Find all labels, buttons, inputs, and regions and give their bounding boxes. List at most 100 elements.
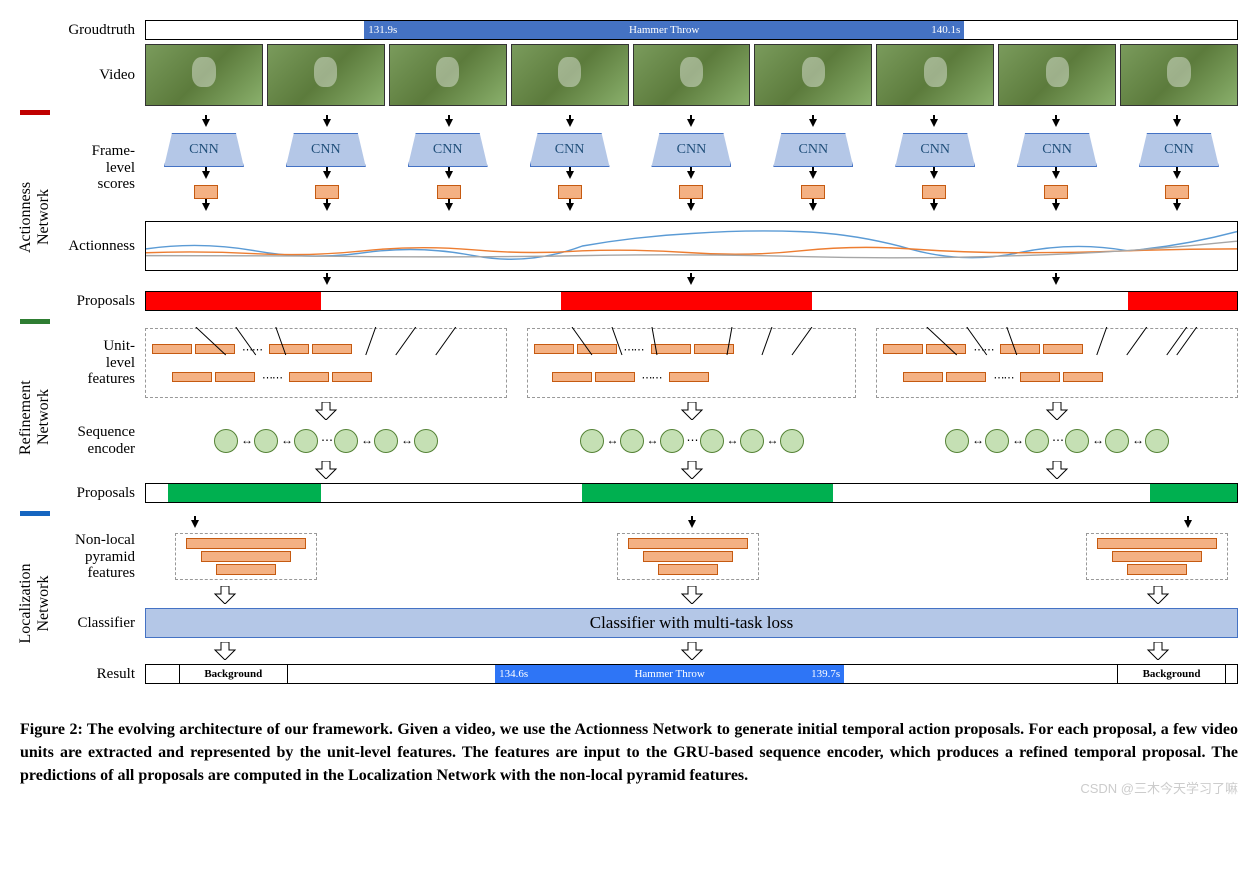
actionness-graph bbox=[145, 221, 1238, 271]
proposal-segment-green bbox=[1150, 484, 1237, 502]
video-label: Video bbox=[50, 66, 145, 84]
score-box bbox=[1044, 185, 1068, 199]
arrow-down-icon bbox=[687, 171, 695, 179]
score-box bbox=[558, 185, 582, 199]
seq-group-1 bbox=[145, 429, 507, 453]
arrow-down-icon bbox=[809, 203, 817, 211]
proposal-segment-green bbox=[582, 484, 833, 502]
arrow-down-icon bbox=[323, 171, 331, 179]
proposal-segment-green bbox=[168, 484, 321, 502]
proposals-green-bar bbox=[145, 483, 1238, 503]
refinement-section-label: RefinementNetwork bbox=[17, 328, 53, 507]
arrow-down-icon bbox=[202, 203, 210, 211]
pyramid-1 bbox=[175, 533, 317, 580]
arrow-down-icon bbox=[1052, 203, 1060, 211]
result-label: Result bbox=[50, 665, 145, 683]
localization-divider bbox=[20, 511, 50, 516]
groundtruth-bar: 131.9s Hammer Throw 140.1s bbox=[145, 20, 1238, 40]
gt-start-time: 131.9s bbox=[368, 24, 397, 36]
video-frame bbox=[267, 44, 385, 106]
arrow-down-icon bbox=[1052, 119, 1060, 127]
arrow-down-icon bbox=[323, 277, 331, 285]
cnn-box: CNN bbox=[408, 133, 488, 167]
result-spacer bbox=[844, 665, 1117, 683]
groundtruth-segment: 131.9s Hammer Throw 140.1s bbox=[364, 21, 964, 39]
arrow-down-icon bbox=[809, 119, 817, 127]
arrow-down-icon bbox=[1173, 203, 1181, 211]
groundtruth-label: Groudtruth bbox=[50, 21, 145, 39]
video-frame bbox=[389, 44, 507, 106]
seq-encoder-label: Sequenceencoder bbox=[50, 424, 145, 457]
unit-group-2: ⋯⋯ ⋯⋯ bbox=[527, 328, 857, 398]
unit-features-label: Unit-levelfeatures bbox=[50, 338, 145, 388]
cnn-box: CNN bbox=[1017, 133, 1097, 167]
arrow-down-icon bbox=[1052, 277, 1060, 285]
arrow-down-icon bbox=[687, 277, 695, 285]
score-box bbox=[315, 185, 339, 199]
arrow-down-icon bbox=[566, 171, 574, 179]
pyramid-2 bbox=[617, 533, 759, 580]
framelevel-label: Frame-levelscores bbox=[50, 143, 145, 193]
arrow-down-icon bbox=[930, 171, 938, 179]
figure-caption: Figure 2: The evolving architecture of o… bbox=[20, 718, 1238, 788]
pyramid-row bbox=[145, 533, 1238, 580]
classifier-box: Classifier with multi-task loss bbox=[145, 608, 1238, 638]
video-frame bbox=[511, 44, 629, 106]
result-bar: Background 134.6sHammer Throw139.7s Backgr… bbox=[145, 664, 1238, 684]
refinement-divider bbox=[20, 319, 50, 324]
watermark: CSDN @三木今天学习了嘛 bbox=[1080, 778, 1238, 797]
video-frame bbox=[754, 44, 872, 106]
proposals-label-1: Proposals bbox=[50, 292, 145, 310]
score-box bbox=[437, 185, 461, 199]
cnn-row: CNNCNNCNNCNNCNNCNNCNNCNNCNN bbox=[145, 133, 1238, 167]
arrow-down-icon bbox=[566, 203, 574, 211]
result-spacer bbox=[1226, 665, 1237, 683]
video-frame bbox=[876, 44, 994, 106]
seq-group-2 bbox=[527, 429, 856, 453]
video-frames bbox=[145, 44, 1238, 106]
cnn-box: CNN bbox=[530, 133, 610, 167]
cnn-box: CNN bbox=[773, 133, 853, 167]
score-box bbox=[194, 185, 218, 199]
classifier-label: Classifier bbox=[50, 614, 145, 632]
arrow-down-icon bbox=[1173, 119, 1181, 127]
proposals-red-bar bbox=[145, 291, 1238, 311]
actionness-divider bbox=[20, 110, 50, 115]
actionness-label: Actionness bbox=[50, 237, 145, 255]
arrow-down-icon bbox=[566, 119, 574, 127]
video-frame bbox=[633, 44, 751, 106]
arrow-down-icon bbox=[1052, 171, 1060, 179]
cnn-box: CNN bbox=[895, 133, 975, 167]
arrow-down-icon bbox=[445, 119, 453, 127]
unit-group-1: ⋯⋯ ⋯⋯ bbox=[145, 328, 507, 398]
score-box bbox=[801, 185, 825, 199]
pyramid-label: Non-localpyramidfeatures bbox=[50, 532, 145, 582]
seq-group-3 bbox=[876, 429, 1238, 453]
arrow-down-icon bbox=[930, 119, 938, 127]
arrow-down-icon bbox=[1173, 171, 1181, 179]
score-row bbox=[145, 185, 1238, 199]
video-frame bbox=[145, 44, 263, 106]
gt-label: Hammer Throw bbox=[364, 24, 964, 36]
proposal-segment-red bbox=[561, 292, 812, 310]
arrow-down-icon bbox=[445, 171, 453, 179]
result-spacer bbox=[146, 665, 179, 683]
arrow-down-icon bbox=[687, 119, 695, 127]
proposal-segment-red bbox=[146, 292, 321, 310]
result-background: Background bbox=[179, 665, 288, 683]
result-background: Background bbox=[1117, 665, 1226, 683]
cnn-box: CNN bbox=[1139, 133, 1219, 167]
arrow-down-icon bbox=[809, 171, 817, 179]
localization-section-label: LocalizationNetwork bbox=[17, 520, 53, 688]
cnn-box: CNN bbox=[651, 133, 731, 167]
cnn-box: CNN bbox=[164, 133, 244, 167]
groundtruth-row: Groudtruth 131.9s Hammer Throw 140.1s bbox=[20, 20, 1238, 40]
actionness-section-label: ActionnessNetwork bbox=[17, 119, 53, 315]
unit-group-3: ⋯⋯ ⋯⋯ bbox=[876, 328, 1238, 398]
score-box bbox=[1165, 185, 1189, 199]
video-row: Video bbox=[20, 44, 1238, 106]
score-box bbox=[922, 185, 946, 199]
proposal-segment-red bbox=[1128, 292, 1237, 310]
proposals-label-2: Proposals bbox=[50, 484, 145, 502]
result-action: 134.6sHammer Throw139.7s bbox=[495, 665, 844, 683]
